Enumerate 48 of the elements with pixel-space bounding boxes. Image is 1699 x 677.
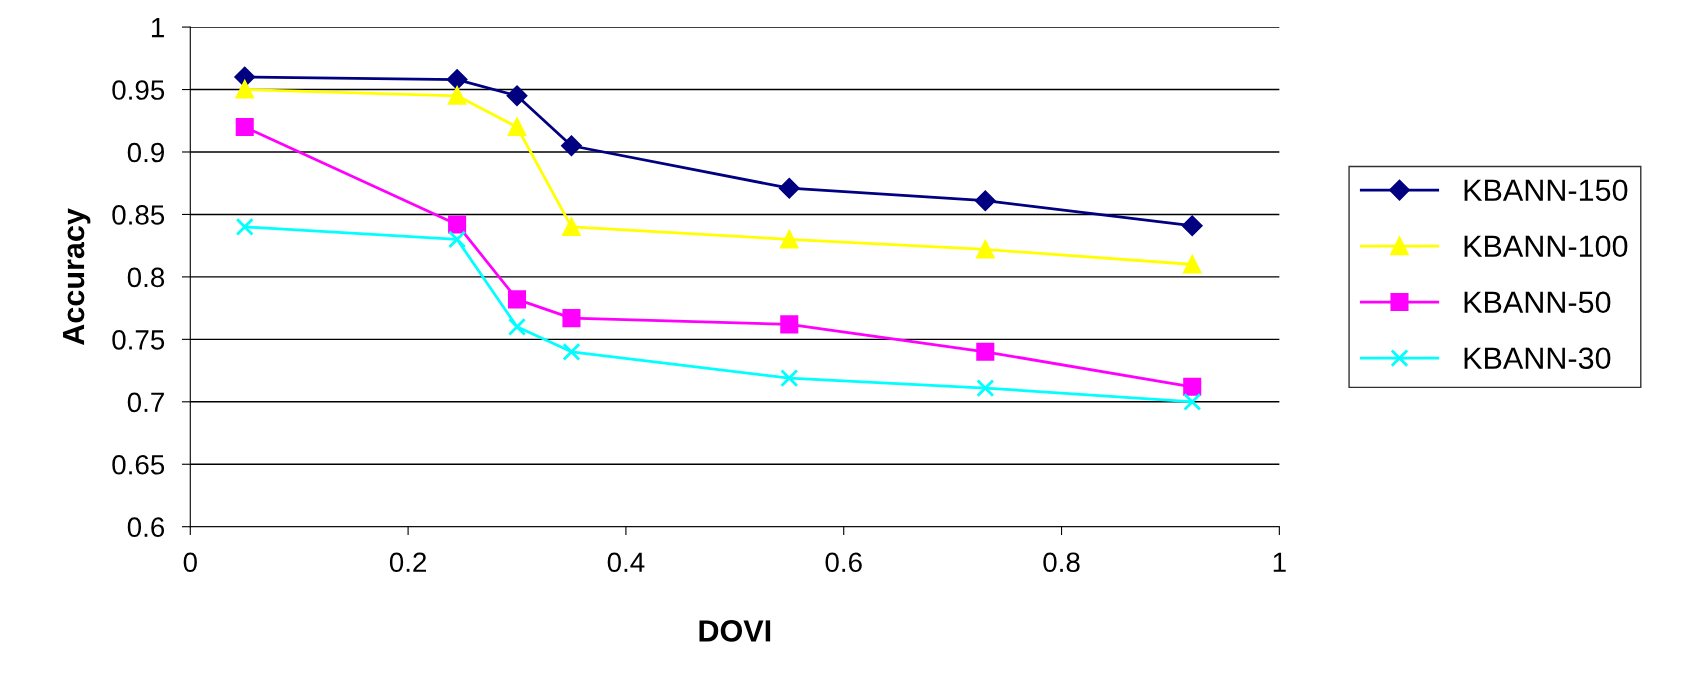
point [562,217,581,236]
point [1181,215,1203,236]
point [235,217,254,236]
point [1183,255,1202,274]
point [975,190,996,211]
point [507,117,527,137]
point [561,135,582,156]
point [448,230,467,249]
point [448,86,467,105]
y-tick-label: 0.65 [112,454,165,475]
point [446,69,468,90]
point [780,369,799,388]
point [562,342,581,361]
y-tick-label: 0.95 [112,80,165,100]
legend-label: KBANN-150 [1464,179,1628,202]
point [235,80,254,99]
legend-label: KBANN-100 [1464,235,1628,258]
y-axis-title: Accuracy [63,208,91,345]
point [1183,392,1202,411]
point [780,315,799,334]
point [448,215,467,234]
point [235,117,254,137]
x-tick-label: 0.8 [1043,552,1080,573]
point [506,85,528,107]
legend-label: KBANN-30 [1464,347,1611,370]
x-tick-label: 0.6 [825,552,862,573]
point [976,240,995,259]
point [507,317,527,336]
y-tick-label: 0.8 [127,267,165,288]
y-tick-label: 0.85 [112,205,165,225]
x-axis-title: DOVI [699,620,771,642]
x-tick-label: 0.2 [389,552,427,573]
point [780,230,799,249]
y-tick-label: 0.75 [112,330,165,350]
point [976,342,995,361]
point [976,379,995,398]
legend-label: KBANN-50 [1464,291,1611,314]
point [562,309,581,328]
y-tick-label: 1 [151,18,164,38]
y-tick-label: 0.6 [127,517,165,538]
x-tick-label: 0.4 [607,552,645,573]
y-tick-label: 0.7 [127,392,164,413]
x-tick-label: 1 [1273,552,1286,572]
point [1183,377,1202,396]
point [779,177,800,199]
x-tick-label: 0 [183,552,197,573]
y-tick-label: 0.9 [127,142,164,163]
point [507,290,527,309]
